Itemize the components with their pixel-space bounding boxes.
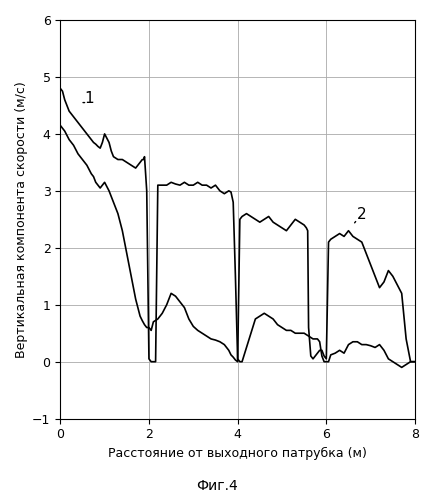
Text: 2: 2	[357, 208, 367, 222]
Y-axis label: Вертикальная компонента скорости (м/с): Вертикальная компонента скорости (м/с)	[15, 81, 28, 357]
X-axis label: Расстояние от выходного патрубка (м): Расстояние от выходного патрубка (м)	[108, 447, 367, 460]
Text: 1: 1	[85, 90, 94, 106]
Text: Фиг.4: Фиг.4	[196, 479, 238, 493]
